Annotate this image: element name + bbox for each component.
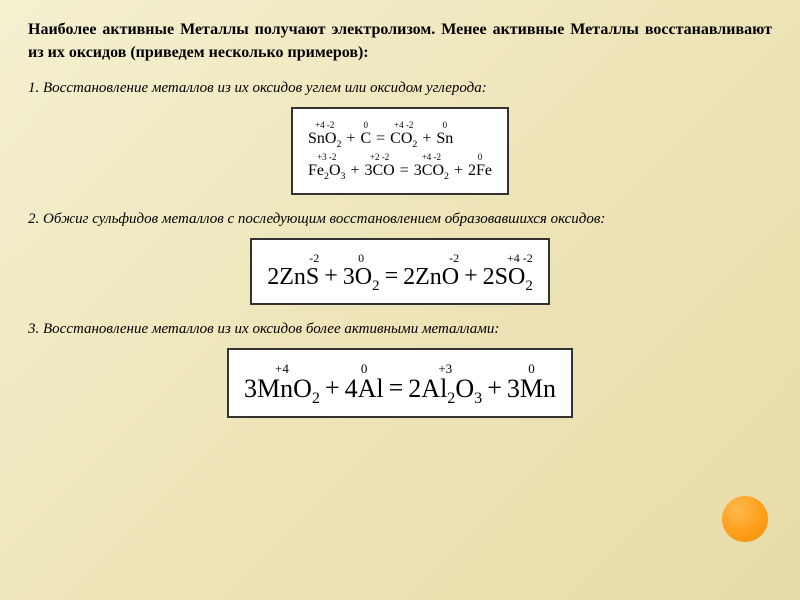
sections-container: 1. Восстановление металлов из их оксидов… — [28, 78, 772, 418]
chemical-formula: 3MnO2 — [244, 376, 320, 402]
oxidation-state: +4 -2 — [308, 121, 341, 130]
equation-term: +3 -2Fe2O3 — [308, 153, 345, 179]
chemical-formula: Fe2O3 — [308, 163, 345, 179]
equation-line: +43MnO2+04Al=+32Al2O3+03Mn — [243, 362, 557, 402]
equation-line: +3 -2Fe2O3++2 -23CO=+4 -23CO2+02Fe — [307, 153, 493, 179]
equation-term: 0C — [360, 121, 371, 147]
plus-sign: + — [418, 130, 435, 148]
equation-term: +2 -23CO — [365, 153, 395, 179]
oxidation-state: 0 — [343, 252, 380, 264]
equation-term: -22ZnO — [403, 252, 459, 289]
equation-term: 02Fe — [468, 153, 492, 179]
chemical-formula: 3CO2 — [414, 163, 449, 179]
plus-sign: + — [460, 263, 482, 289]
section-heading: 3. Восстановление металлов из их оксидов… — [28, 319, 772, 340]
equation-term: +4 -23CO2 — [414, 153, 449, 179]
plus-sign: + — [483, 374, 506, 403]
equation-term: +32Al2O3 — [408, 362, 482, 402]
oxidation-state: +4 -2 — [390, 121, 417, 130]
oxidation-state: +4 -2 — [414, 153, 449, 162]
equation-wrap: -22ZnS+03O2=-22ZnO++4 -22SO2 — [28, 238, 772, 305]
oxidation-state: 0 — [468, 153, 492, 162]
plus-sign: + — [320, 263, 342, 289]
chemical-formula: CO2 — [390, 131, 417, 147]
oxidation-state: -2 — [267, 252, 319, 264]
equation-box: -22ZnS+03O2=-22ZnO++4 -22SO2 — [250, 238, 550, 305]
equation-term: 03O2 — [343, 252, 380, 289]
equation-line: +4 -2SnO2+0C=+4 -2CO2+0Sn — [307, 121, 493, 147]
oxidation-state: +4 -2 — [483, 252, 533, 264]
equation-term: 04Al — [345, 362, 384, 402]
equation-box: +43MnO2+04Al=+32Al2O3+03Mn — [227, 348, 573, 418]
equation-term: -22ZnS — [267, 252, 319, 289]
section-heading: 1. Восстановление металлов из их оксидов… — [28, 78, 772, 99]
chemical-formula: Sn — [436, 131, 453, 147]
chemical-formula: 4Al — [345, 376, 384, 402]
section-heading: 2. Обжиг сульфидов металлов с последующи… — [28, 209, 772, 230]
equation-term: +43MnO2 — [244, 362, 320, 402]
chemical-formula: 2ZnS — [267, 265, 319, 289]
equation-line: -22ZnS+03O2=-22ZnO++4 -22SO2 — [266, 252, 534, 289]
equation-box: +4 -2SnO2+0C=+4 -2CO2+0Sn+3 -2Fe2O3++2 -… — [291, 107, 509, 195]
slide-title: Наиболее активные Металлы получают элект… — [28, 18, 772, 64]
equation-term: 03Mn — [507, 362, 556, 402]
plus-sign: + — [450, 162, 467, 180]
equals-sign: = — [381, 263, 403, 289]
chemical-formula: C — [360, 131, 371, 147]
equals-sign: = — [396, 162, 413, 180]
chemical-formula: 2ZnO — [403, 265, 459, 289]
accent-circle-icon — [722, 496, 768, 542]
oxidation-state: +2 -2 — [365, 153, 395, 162]
equals-sign: = — [385, 374, 408, 403]
equation-term: 0Sn — [436, 121, 453, 147]
oxidation-state: 0 — [436, 121, 453, 130]
equation-term: +4 -22SO2 — [483, 252, 533, 289]
chemical-formula: 2Fe — [468, 163, 492, 179]
chemical-formula: 3Mn — [507, 376, 556, 402]
equals-sign: = — [372, 130, 389, 148]
chemical-formula: 3O2 — [343, 265, 380, 289]
chemical-formula: 3CO — [365, 163, 395, 179]
chemical-formula: SnO2 — [308, 131, 341, 147]
equation-term: +4 -2SnO2 — [308, 121, 341, 147]
oxidation-state: -2 — [403, 252, 459, 264]
equation-term: +4 -2CO2 — [390, 121, 417, 147]
plus-sign: + — [321, 374, 344, 403]
plus-sign: + — [346, 162, 363, 180]
equation-wrap: +4 -2SnO2+0C=+4 -2CO2+0Sn+3 -2Fe2O3++2 -… — [28, 107, 772, 195]
oxidation-state: 0 — [360, 121, 371, 130]
plus-sign: + — [342, 130, 359, 148]
chemical-formula: 2SO2 — [483, 265, 533, 289]
oxidation-state: +3 -2 — [308, 153, 345, 162]
slide: Наиболее активные Металлы получают элект… — [0, 0, 800, 600]
equation-wrap: +43MnO2+04Al=+32Al2O3+03Mn — [28, 348, 772, 418]
chemical-formula: 2Al2O3 — [408, 376, 482, 402]
